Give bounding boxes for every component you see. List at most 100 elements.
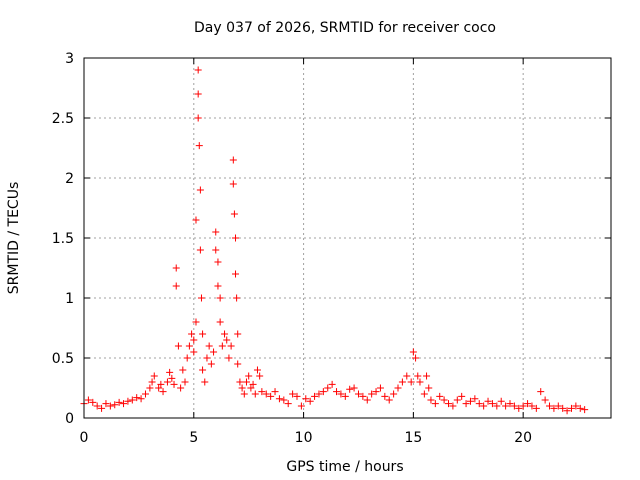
- data-point: [240, 390, 248, 398]
- data-point: [163, 378, 171, 386]
- data-point: [120, 400, 128, 408]
- data-point: [216, 294, 224, 302]
- data-point: [174, 342, 182, 350]
- data-point: [567, 404, 575, 412]
- data-point: [195, 142, 203, 150]
- data-point: [354, 390, 362, 398]
- data-point: [179, 366, 187, 374]
- x-tick-label: 0: [80, 430, 89, 446]
- data-point: [183, 354, 191, 362]
- data-point: [133, 394, 141, 402]
- data-point: [137, 395, 145, 403]
- data-point: [466, 397, 474, 405]
- data-point: [159, 388, 167, 396]
- data-point: [420, 390, 428, 398]
- data-point: [218, 342, 226, 350]
- data-point: [275, 395, 283, 403]
- data-point: [324, 384, 332, 392]
- data-point: [515, 404, 523, 412]
- data-point: [284, 400, 292, 408]
- data-point: [128, 396, 136, 404]
- data-point: [328, 380, 336, 388]
- data-point: [537, 388, 545, 396]
- data-point: [398, 378, 406, 386]
- data-point: [212, 228, 220, 236]
- data-point: [245, 372, 253, 380]
- data-point: [581, 406, 589, 414]
- y-tick-label: 0: [65, 411, 74, 427]
- data-point: [188, 330, 196, 338]
- data-point: [150, 372, 158, 380]
- data-point: [458, 392, 466, 400]
- data-point: [532, 404, 540, 412]
- y-tick-label: 0.5: [52, 351, 74, 367]
- data-point: [214, 282, 222, 290]
- data-point: [194, 114, 202, 122]
- data-point: [84, 396, 92, 404]
- plot-frame: [83, 57, 612, 419]
- data-point: [89, 398, 97, 406]
- data-point: [201, 378, 209, 386]
- data-point: [502, 402, 510, 410]
- data-point: [480, 402, 488, 410]
- data-point: [414, 372, 422, 380]
- data-point: [423, 372, 431, 380]
- data-point: [216, 318, 224, 326]
- data-point: [232, 234, 240, 242]
- x-tick-label: 15: [404, 430, 422, 446]
- data-point: [368, 390, 376, 398]
- data-point: [541, 396, 549, 404]
- data-point: [267, 392, 275, 400]
- data-point: [506, 400, 514, 408]
- data-point: [333, 388, 341, 396]
- chart-title: Day 037 of 2026, SRMTID for receiver coc…: [194, 20, 496, 36]
- data-point: [449, 402, 457, 410]
- data-point: [232, 270, 240, 278]
- data-point: [546, 402, 554, 410]
- data-point: [381, 392, 389, 400]
- data-point: [376, 384, 384, 392]
- x-axis-label: GPS time / hours: [286, 459, 403, 475]
- data-point: [242, 378, 250, 386]
- data-point: [412, 354, 420, 362]
- data-point: [155, 384, 163, 392]
- data-point: [230, 210, 238, 218]
- data-point: [98, 404, 106, 412]
- data-point: [233, 294, 241, 302]
- data-point: [297, 402, 305, 410]
- data-point: [416, 378, 424, 386]
- data-point: [425, 384, 433, 392]
- data-point: [177, 384, 185, 392]
- y-tick-label: 2.5: [52, 111, 74, 127]
- data-point: [205, 342, 213, 350]
- data-point: [141, 390, 149, 398]
- data-point: [212, 246, 220, 254]
- data-point: [229, 156, 237, 164]
- data-point: [234, 360, 242, 368]
- data-point: [251, 390, 259, 398]
- data-point: [431, 400, 439, 408]
- data-point: [497, 397, 505, 405]
- data-point: [172, 264, 180, 272]
- data-point: [247, 384, 255, 392]
- data-point: [337, 390, 345, 398]
- data-point: [436, 392, 444, 400]
- data-point: [315, 390, 323, 398]
- y-tick-label: 1.5: [52, 231, 74, 247]
- data-point: [390, 390, 398, 398]
- data-point: [262, 390, 270, 398]
- data-point: [196, 246, 204, 254]
- data-point: [346, 385, 354, 393]
- data-point: [210, 348, 218, 356]
- data-point: [157, 380, 165, 388]
- data-point: [192, 318, 200, 326]
- data-point: [475, 400, 483, 408]
- data-point: [168, 374, 176, 382]
- y-tick-label: 1: [65, 291, 74, 307]
- data-series-srmtid: [80, 66, 589, 415]
- data-point: [223, 336, 231, 344]
- data-point: [234, 330, 242, 338]
- data-point: [440, 396, 448, 404]
- data-point: [221, 330, 229, 338]
